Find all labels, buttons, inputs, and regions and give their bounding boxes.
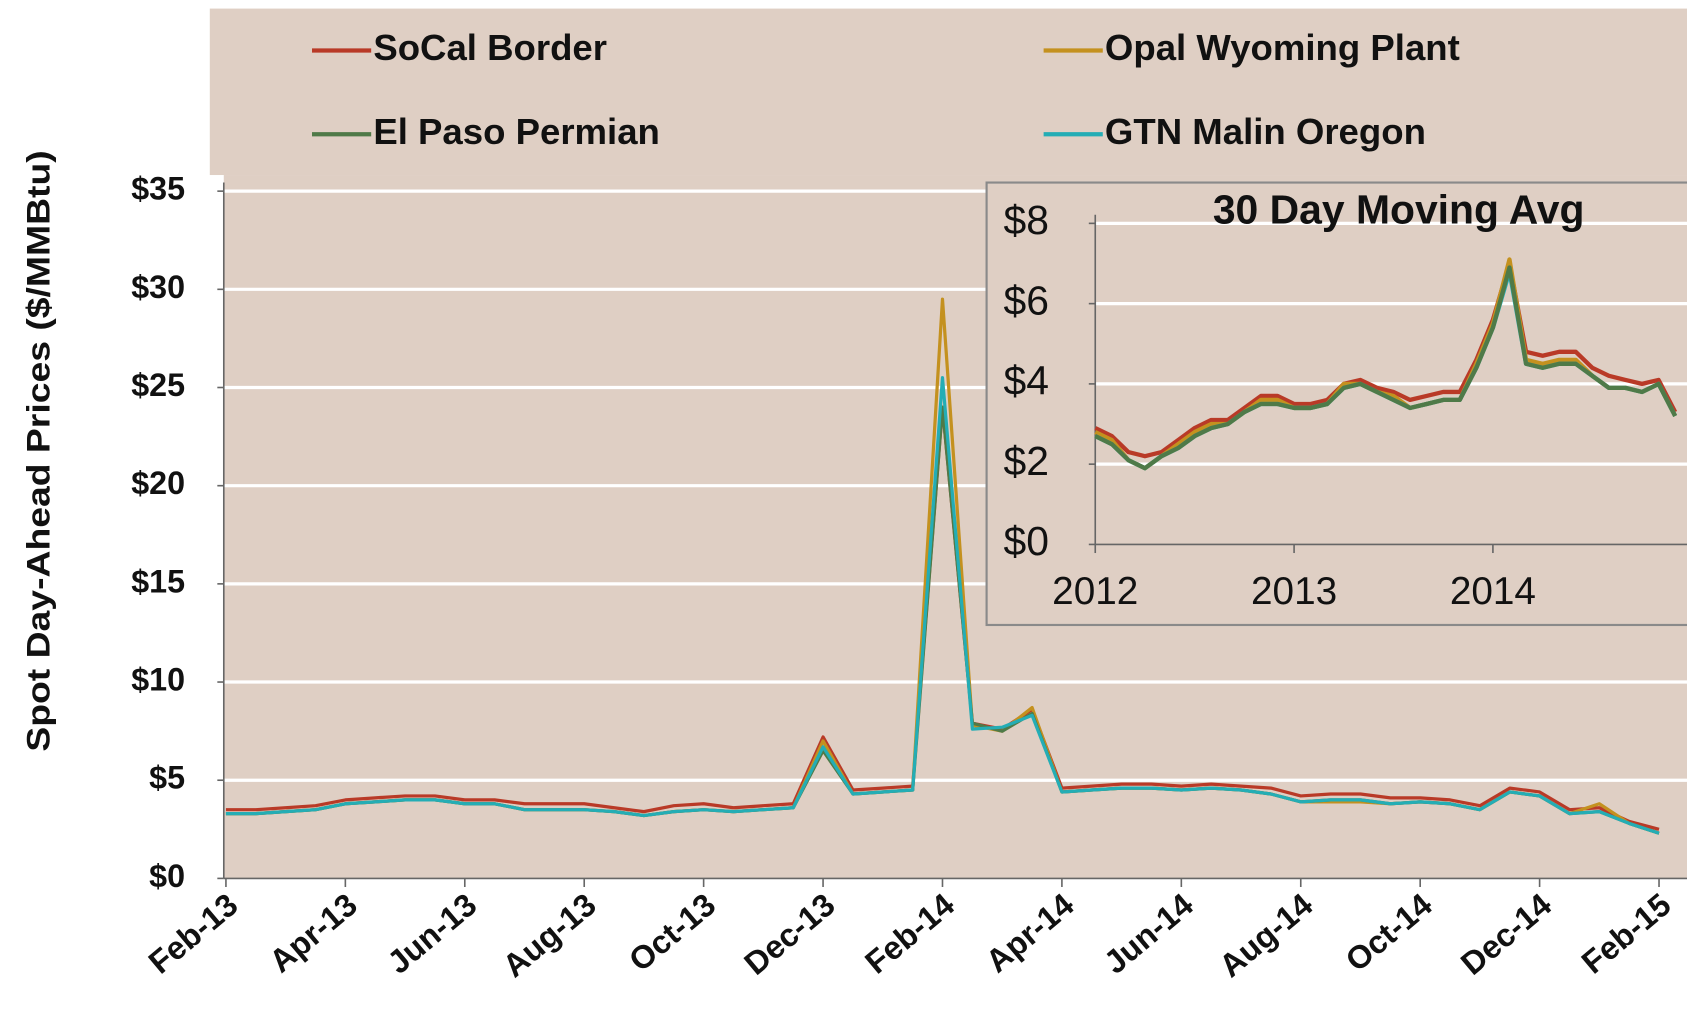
y-tick-label: $10 [131, 662, 185, 698]
legend-label: GTN Malin Oregon [1105, 111, 1426, 152]
y-tick-label: $5 [149, 760, 185, 796]
x-tick-label: Jun-13 [381, 886, 484, 980]
y-tick-label: $35 [131, 171, 185, 207]
legend-label: El Paso Permian [373, 111, 660, 152]
legend-label: SoCal Border [373, 27, 607, 68]
x-tick-label: Jun-14 [1097, 886, 1200, 980]
y-tick-label: $30 [131, 269, 185, 305]
x-tick-label: Dec-14 [1454, 886, 1558, 981]
x-tick-label: Feb-13 [142, 886, 245, 980]
legend-background [209, 8, 1687, 176]
y-tick-label: $8 [1004, 197, 1049, 243]
x-tick-label: Oct-13 [622, 886, 722, 978]
y-tick-label: $0 [1004, 518, 1049, 564]
x-tick-label: Oct-14 [1339, 886, 1439, 978]
x-tick-label: Apr-14 [979, 886, 1081, 979]
x-tick-label: Feb-14 [858, 886, 961, 980]
x-tick-label: Apr-13 [262, 886, 363, 979]
series-line [1094, 265, 1678, 471]
x-tick-label: 2013 [1251, 570, 1337, 613]
legend-label: Opal Wyoming Plant [1105, 27, 1460, 68]
chart-title: 30 Day Moving Avg [1213, 186, 1585, 232]
x-tick-label: 2014 [1450, 570, 1536, 613]
x-tick-label: Aug-14 [1212, 886, 1319, 984]
inset-chart: $0 $2 $4 $6 $8 2012 2013 2014 30 Day Moving Avg [1004, 186, 1687, 613]
y-tick-label: $15 [131, 563, 185, 599]
y-tick-label: $4 [1004, 358, 1049, 404]
x-tick-label: 2012 [1052, 570, 1138, 613]
x-tick-label: Aug-13 [496, 886, 603, 984]
y-tick-label: $0 [149, 858, 185, 894]
y-axis-title: Spot Day-Ahead Prices ($/MMBtu) [20, 150, 56, 751]
y-tick-label: $2 [1004, 438, 1049, 484]
series-line [1094, 261, 1678, 459]
inset-background [985, 181, 1687, 627]
y-tick-label: $20 [131, 465, 185, 501]
y-tick-label: $6 [1004, 277, 1049, 323]
series-line [225, 376, 1660, 835]
y-tick-label: $25 [131, 367, 185, 403]
x-tick-label: Dec-13 [737, 886, 841, 981]
x-tick-label: Feb-15 [1575, 886, 1678, 980]
